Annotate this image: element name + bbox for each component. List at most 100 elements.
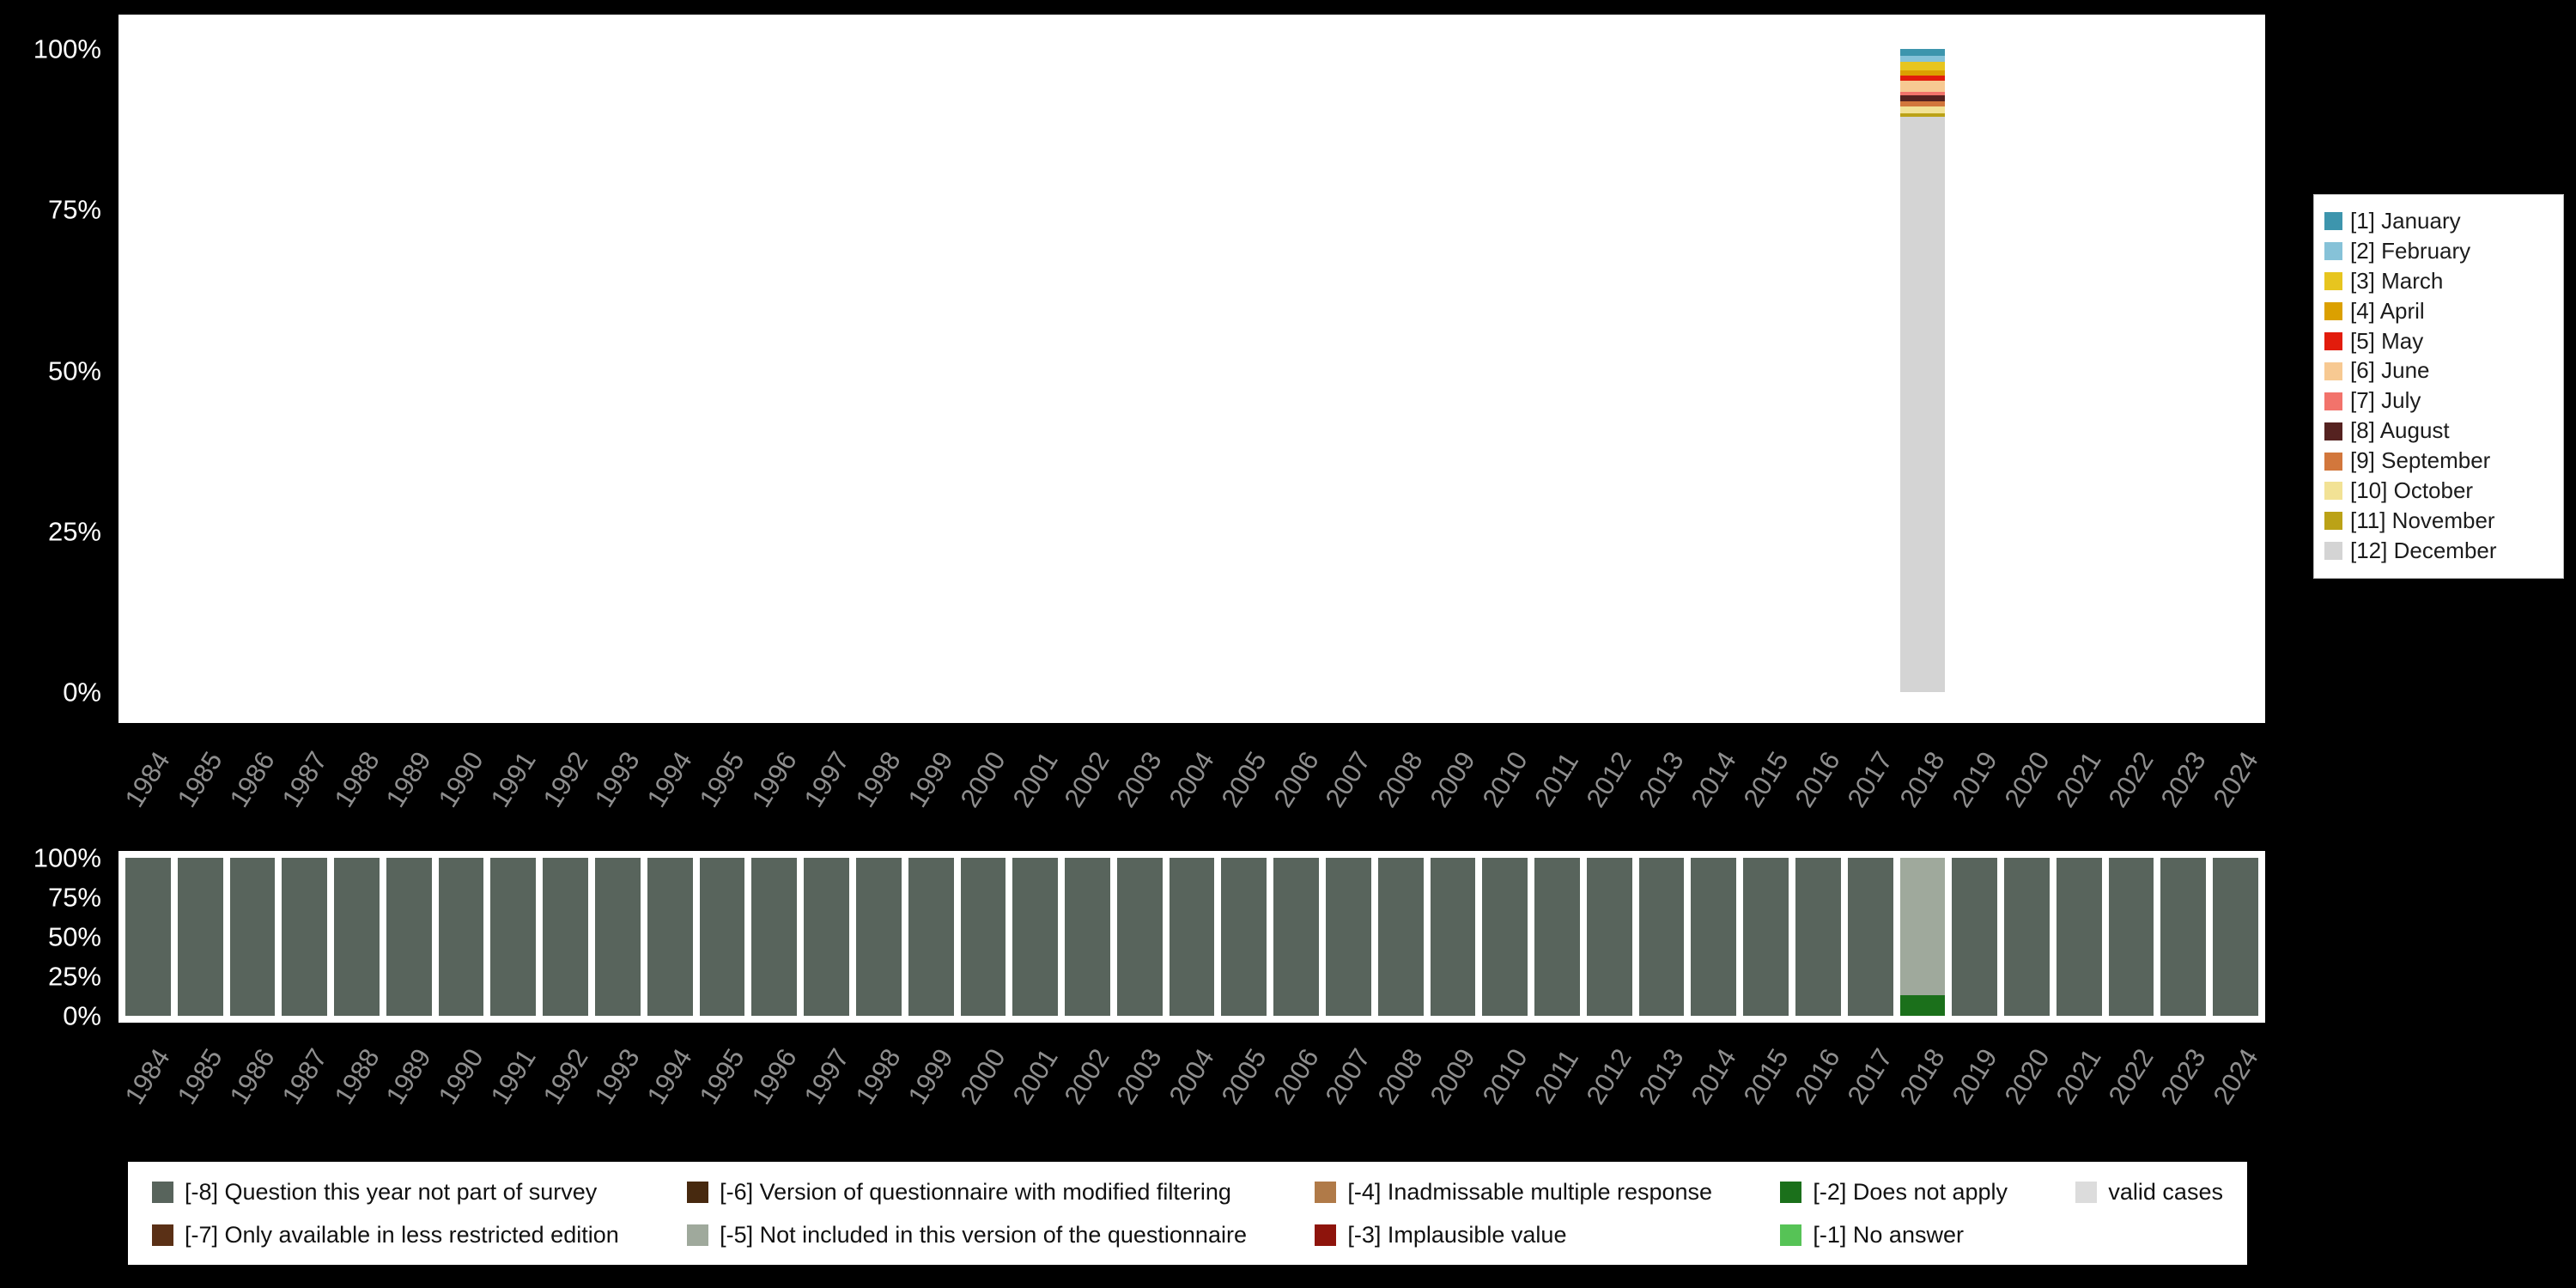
year-label: 1993 bbox=[588, 1043, 647, 1110]
legend-label: [-7] Only available in less restricted e… bbox=[185, 1221, 619, 1248]
x-axis-slot: 2019 bbox=[1946, 730, 2002, 846]
bar-segment bbox=[908, 858, 954, 1016]
bar-segment bbox=[1899, 101, 1946, 107]
bar-segment bbox=[1899, 80, 1946, 93]
year-label: 2001 bbox=[1006, 1043, 1064, 1110]
legend-item: [11] November bbox=[2324, 507, 2553, 534]
bar-slot-2022 bbox=[2108, 858, 2154, 1016]
bar-slot-1999 bbox=[908, 858, 954, 1016]
bar-slot-1985 bbox=[177, 858, 223, 1016]
x-axis-slot: 2017 bbox=[1842, 1027, 1899, 1143]
year-label: 2012 bbox=[1580, 1043, 1637, 1110]
legend-swatch bbox=[2324, 542, 2342, 561]
x-axis-slot: 2004 bbox=[1163, 1027, 1219, 1143]
bar-segment bbox=[647, 858, 693, 1016]
x-axis-slot: 2015 bbox=[1737, 730, 1794, 846]
bar-slot-2003 bbox=[1116, 858, 1163, 1016]
bar-segment bbox=[595, 858, 641, 1016]
x-axis-slot: 2004 bbox=[1163, 730, 1219, 846]
x-axis-slot: 1996 bbox=[745, 1027, 802, 1143]
bar-slot-2001 bbox=[1012, 858, 1059, 1016]
bar-slot-2020 bbox=[2004, 858, 2050, 1016]
year-label: 2008 bbox=[1371, 1043, 1429, 1110]
x-axis-slot: 2011 bbox=[1529, 730, 1585, 846]
legend-label: [-6] Version of questionnaire with modif… bbox=[720, 1178, 1231, 1205]
year-label: 1990 bbox=[432, 1043, 489, 1110]
bar-slot-2023 bbox=[2160, 49, 2206, 692]
bar-slot-1994 bbox=[647, 49, 693, 692]
bar-segment bbox=[1899, 995, 1946, 1016]
year-label: 2010 bbox=[1476, 1043, 1534, 1110]
x-axis-slot: 2018 bbox=[1893, 730, 1950, 846]
year-label: 2024 bbox=[2207, 1043, 2264, 1110]
year-label: 1984 bbox=[118, 1043, 177, 1110]
x-axis-slot: 2000 bbox=[954, 1027, 1011, 1143]
year-label: 1999 bbox=[902, 1043, 959, 1110]
x-axis-slot: 2012 bbox=[1581, 1027, 1637, 1143]
legend-item: [12] December bbox=[2324, 538, 2553, 564]
bar-slot-1984 bbox=[125, 858, 171, 1016]
bar-segment bbox=[438, 858, 484, 1016]
bar-segment bbox=[2213, 858, 2259, 1016]
x-axis-slot: 1991 bbox=[484, 1027, 541, 1143]
legend-item: [1] January bbox=[2324, 208, 2553, 234]
legend-item: valid cases bbox=[2075, 1179, 2223, 1206]
bar-segment bbox=[804, 858, 849, 1016]
bar-slot-1986 bbox=[229, 858, 276, 1016]
year-label: 2024 bbox=[2207, 746, 2264, 813]
bar-segment bbox=[1638, 858, 1685, 1016]
bar-slot-2018 bbox=[1899, 858, 1946, 1016]
year-label: 2000 bbox=[954, 746, 1012, 813]
x-axis-slot: 2014 bbox=[1685, 1027, 1741, 1143]
legend-label: [5] May bbox=[2350, 327, 2424, 354]
y-axis-tick-label: 100% bbox=[33, 842, 101, 873]
x-axis-slot: 1995 bbox=[693, 730, 750, 846]
bar-slot-2008 bbox=[1377, 858, 1424, 1016]
year-label: 2007 bbox=[1319, 746, 1377, 813]
x-axis-slot: 1987 bbox=[276, 1027, 332, 1143]
year-label: 2015 bbox=[1737, 746, 1795, 813]
missing-chart-bars bbox=[125, 858, 2259, 1016]
legend-swatch bbox=[687, 1181, 709, 1203]
x-axis-slot: 1990 bbox=[433, 1027, 489, 1143]
x-axis-slot: 2008 bbox=[1372, 730, 1429, 846]
legend-label: [12] December bbox=[2350, 537, 2497, 563]
bar-slot-1988 bbox=[334, 858, 380, 1016]
bar-segment bbox=[386, 858, 432, 1016]
x-axis-slot: 1999 bbox=[902, 1027, 959, 1143]
bar-slot-2024 bbox=[2213, 858, 2259, 1016]
bar-segment bbox=[229, 858, 276, 1016]
legend-label: [-1] No answer bbox=[1813, 1221, 1964, 1248]
month-chart-bars bbox=[125, 49, 2258, 692]
legend-label: [-5] Not included in this version of the… bbox=[720, 1221, 1247, 1248]
x-axis-slot: 2022 bbox=[2103, 730, 2160, 846]
x-axis-slot: 1985 bbox=[172, 1027, 228, 1143]
year-label: 2009 bbox=[1424, 746, 1481, 813]
x-axis-slot: 2003 bbox=[1111, 1027, 1168, 1143]
bar-segment bbox=[490, 858, 537, 1016]
legend-item: [3] March bbox=[2324, 268, 2553, 295]
bar-segment bbox=[1430, 858, 1476, 1016]
x-axis-slot: 1992 bbox=[537, 730, 593, 846]
bar-slot-2015 bbox=[1743, 858, 1789, 1016]
bar-slot-2009 bbox=[1430, 858, 1476, 1016]
legend-item: [-6] Version of questionnaire with modif… bbox=[687, 1179, 1247, 1206]
bar-segment bbox=[1795, 858, 1841, 1016]
bar-slot-1985 bbox=[178, 49, 223, 692]
x-axis-slot: 2019 bbox=[1946, 1027, 2002, 1143]
bar-segment bbox=[1847, 858, 1893, 1016]
x-axis-slot: 2016 bbox=[1789, 730, 1846, 846]
year-label: 1989 bbox=[380, 1043, 437, 1110]
bar-segment bbox=[699, 858, 745, 1016]
legend-item: [-2] Does not apply bbox=[1780, 1179, 2008, 1206]
x-axis-slot: 1997 bbox=[798, 730, 854, 846]
year-label: 1985 bbox=[171, 1043, 228, 1110]
bar-slot-1991 bbox=[490, 49, 536, 692]
x-axis-slot: 1998 bbox=[850, 730, 907, 846]
bar-slot-1993 bbox=[595, 49, 641, 692]
bar-segment bbox=[2056, 858, 2102, 1016]
y-axis-tick-label: 25% bbox=[47, 961, 101, 992]
x-axis-slot: 2002 bbox=[1059, 730, 1115, 846]
x-axis-slot: 2010 bbox=[1476, 730, 1533, 846]
